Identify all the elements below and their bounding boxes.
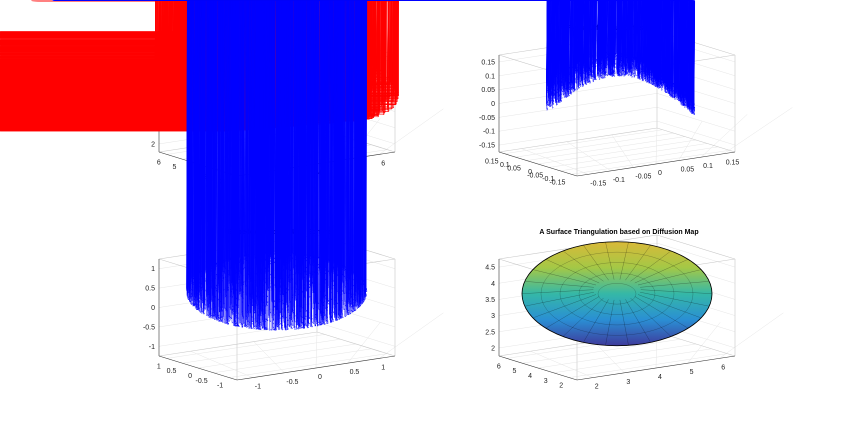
x-tick-label: -0.05 <box>635 173 651 180</box>
gridline <box>197 343 357 369</box>
gridline <box>166 334 325 359</box>
gridline <box>549 143 708 168</box>
z-tick-label: 0 <box>491 101 495 108</box>
x-tick-label: 6 <box>381 160 385 167</box>
x-tick-label: -0.15 <box>590 180 606 187</box>
z-tick-label: -0.15 <box>479 143 495 150</box>
x-tick-label: 1 <box>381 364 385 371</box>
gridline <box>498 120 736 146</box>
gridline <box>526 136 685 161</box>
y-tick-label: 1 <box>157 363 161 370</box>
gridline <box>504 129 663 154</box>
z-tick-label: 0.15 <box>481 59 495 66</box>
gridline <box>560 146 719 172</box>
y-tick-label: 0.1 <box>500 162 510 169</box>
x-tick-label: 0.5 <box>350 369 360 376</box>
gridline <box>515 132 674 158</box>
gridline <box>700 114 748 158</box>
z-tick-label: 0.1 <box>485 73 495 80</box>
z-tick-label: 0 <box>151 305 155 312</box>
x-tick-label: 0.1 <box>703 163 713 170</box>
gridline <box>571 150 730 175</box>
z-tick-label: -0.1 <box>483 129 495 136</box>
y-tick-label: 0.5 <box>167 368 177 375</box>
z-tick-label: 0.5 <box>145 286 155 293</box>
y-tick-label: 6 <box>157 159 161 166</box>
x-tick-label: 0 <box>318 374 322 381</box>
gridline <box>498 93 736 118</box>
z-tick-label: -0.5 <box>143 324 155 331</box>
box-back-bottom <box>498 127 736 153</box>
z-tick-label: 1 <box>151 266 155 273</box>
y-tick-label: 0.05 <box>507 166 521 173</box>
y-tick-label: -0.15 <box>549 179 565 186</box>
z-tick-label: -1 <box>149 344 155 351</box>
z-tick-label: -0.05 <box>479 115 495 122</box>
x-tick-label: 0 <box>658 170 662 177</box>
point-cloud <box>186 0 368 331</box>
gridline <box>723 107 793 154</box>
y-axis-line <box>498 151 578 177</box>
gridline <box>229 353 388 378</box>
z-tick-label: 2 <box>151 141 155 148</box>
y-tick-label: 0 <box>528 169 532 176</box>
x-axis-line <box>576 151 736 177</box>
gridline <box>498 79 736 104</box>
x-tick-label: -1 <box>255 384 261 391</box>
x-tick-label: -0.5 <box>286 379 298 386</box>
x-tick-label: -0.1 <box>613 177 625 184</box>
y-tick-label: 5 <box>172 164 176 171</box>
y-tick-label: 0 <box>188 373 192 380</box>
y-tick-label: -0.1 <box>542 176 554 183</box>
x-tick-label: 0.05 <box>681 167 695 174</box>
gridline <box>537 139 697 165</box>
gridline <box>498 106 736 132</box>
y-tick-label: 0.15 <box>485 159 499 166</box>
y-tick-label: -0.5 <box>196 378 208 385</box>
gridline <box>379 312 444 359</box>
x-tick-label: 0.15 <box>726 160 740 167</box>
y-tick-label: -1 <box>217 383 223 390</box>
y-tick-label: -0.05 <box>527 172 543 179</box>
gridline <box>379 108 444 155</box>
z-tick-label: 0.05 <box>481 87 495 94</box>
